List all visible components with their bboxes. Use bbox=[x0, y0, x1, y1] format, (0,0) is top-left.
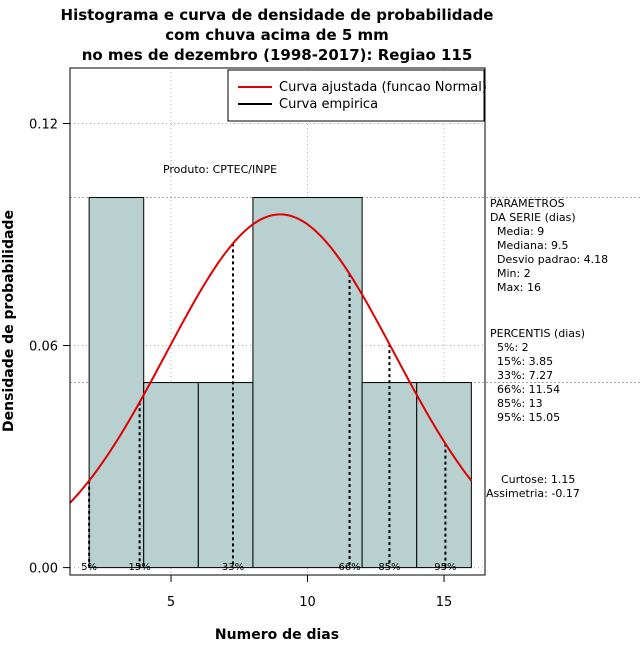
param-mediana: Mediana: 9.5 bbox=[497, 239, 568, 252]
percentile-label-2: 33% bbox=[222, 562, 244, 573]
x-tick-label-0: 5 bbox=[167, 595, 175, 610]
bar-0 bbox=[88, 197, 145, 569]
histogram-bars bbox=[88, 197, 472, 569]
assimetria-value: Assimetria: -0.17 bbox=[486, 487, 580, 500]
percentil-33: 33%: 7.27 bbox=[497, 369, 553, 382]
bar-3 bbox=[252, 197, 363, 569]
series-parameters-panel: PARAMETROS DA SERIE (dias) Media: 9 Medi… bbox=[486, 197, 608, 500]
normal-fit-curve bbox=[69, 213, 473, 504]
chart-title: Histograma e curva de densidade de proba… bbox=[61, 6, 494, 64]
percentil-5: 5%: 2 bbox=[497, 341, 529, 354]
percentile-label-5: 95% bbox=[434, 562, 456, 573]
grid-lines bbox=[70, 68, 485, 575]
y-axis: 0.00 0.06 0.12 bbox=[29, 118, 70, 577]
percentil-95: 95%: 15.05 bbox=[497, 411, 560, 424]
param-min: Min: 2 bbox=[497, 267, 531, 280]
bar-1 bbox=[143, 382, 199, 569]
title-line-1: com chuva acima de 5 mm bbox=[165, 26, 389, 44]
y-tick-label-0: 0.00 bbox=[29, 562, 58, 577]
percentile-label-4: 85% bbox=[378, 562, 400, 573]
y-tick-label-2: 0.12 bbox=[29, 118, 58, 133]
plot-frame bbox=[69, 67, 486, 576]
legend: Curva ajustada (funcao Normal) Curva emp… bbox=[227, 69, 487, 122]
bar-5 bbox=[416, 382, 472, 569]
params-title-1: PARAMETROS bbox=[490, 197, 565, 210]
legend-label-empirical: Curva empirica bbox=[279, 97, 378, 112]
y-axis-label: Densidade de probabilidade bbox=[1, 210, 17, 432]
x-axis-label: Numero de dias bbox=[215, 627, 339, 643]
percentile-label-3: 66% bbox=[338, 562, 360, 573]
percentile-label-0: 5% bbox=[81, 562, 97, 573]
x-tick-label-2: 15 bbox=[436, 595, 453, 610]
params-title-2: DA SERIE (dias) bbox=[490, 211, 576, 224]
param-media: Media: 9 bbox=[497, 225, 544, 238]
x-axis: 5 10 15 bbox=[167, 575, 452, 610]
percentil-85: 85%: 13 bbox=[497, 397, 543, 410]
product-label: Produto: CPTEC/INPE bbox=[163, 163, 277, 176]
percentil-66: 66%: 11.54 bbox=[497, 383, 560, 396]
x-tick-label-1: 10 bbox=[299, 595, 316, 610]
percentis-title: PERCENTIS (dias) bbox=[490, 327, 585, 340]
title-line-2: no mes de dezembro (1998-2017): Regiao 1… bbox=[82, 46, 473, 64]
legend-box bbox=[227, 69, 485, 122]
curtose-value: Curtose: 1.15 bbox=[501, 473, 575, 486]
legend-label-normal: Curva ajustada (funcao Normal) bbox=[279, 80, 487, 95]
percentile-markers: 5% 15% 33% 66% 85% 95% bbox=[81, 243, 457, 573]
percentile-label-1: 15% bbox=[129, 562, 151, 573]
param-desvio: Desvio padrao: 4.18 bbox=[497, 253, 608, 266]
y-tick-label-1: 0.06 bbox=[29, 340, 58, 355]
param-max: Max: 16 bbox=[497, 281, 541, 294]
percentil-15: 15%: 3.85 bbox=[497, 355, 553, 368]
title-line-0: Histograma e curva de densidade de proba… bbox=[61, 6, 494, 24]
bar-2 bbox=[197, 382, 254, 569]
